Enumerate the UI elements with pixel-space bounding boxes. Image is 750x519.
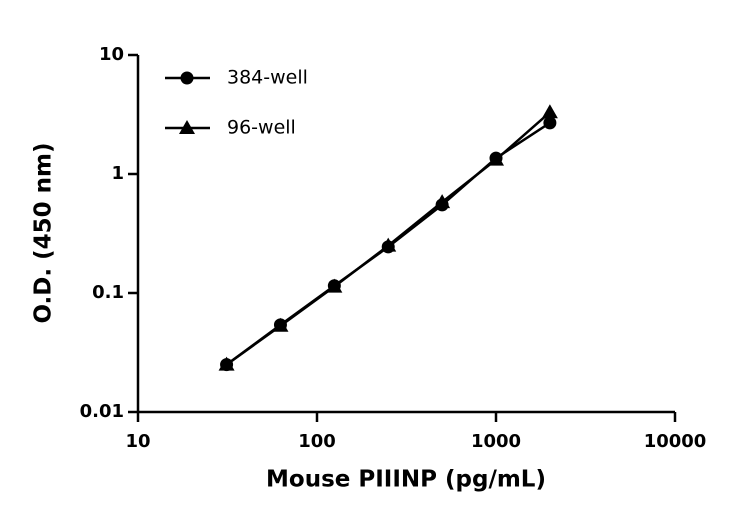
marker: [380, 237, 397, 252]
x-tick-label: 10: [125, 431, 150, 452]
marker: [326, 278, 343, 293]
y-tick-label: 1: [111, 163, 124, 184]
marker: [543, 116, 557, 130]
marker: [272, 317, 289, 332]
y-tick-label: 10: [99, 44, 124, 65]
marker: [488, 151, 504, 166]
marker: [179, 120, 195, 134]
marker: [434, 194, 451, 209]
x-tick-label: 100: [298, 431, 336, 452]
marker: [180, 71, 194, 85]
legend-label: 384-well: [227, 67, 308, 89]
x-tick-label: 1000: [471, 431, 521, 452]
marker: [541, 104, 558, 119]
x-axis-label: Mouse PIIINP (pg/mL): [266, 467, 546, 493]
x-tick-label: 10000: [644, 431, 707, 452]
y-tick-label: 0.01: [80, 401, 124, 422]
legend-label: 96-well: [227, 117, 296, 139]
y-tick-label: 0.1: [92, 282, 124, 303]
y-axis-label: O.D. (450 nm): [31, 142, 57, 323]
marker: [218, 356, 235, 371]
